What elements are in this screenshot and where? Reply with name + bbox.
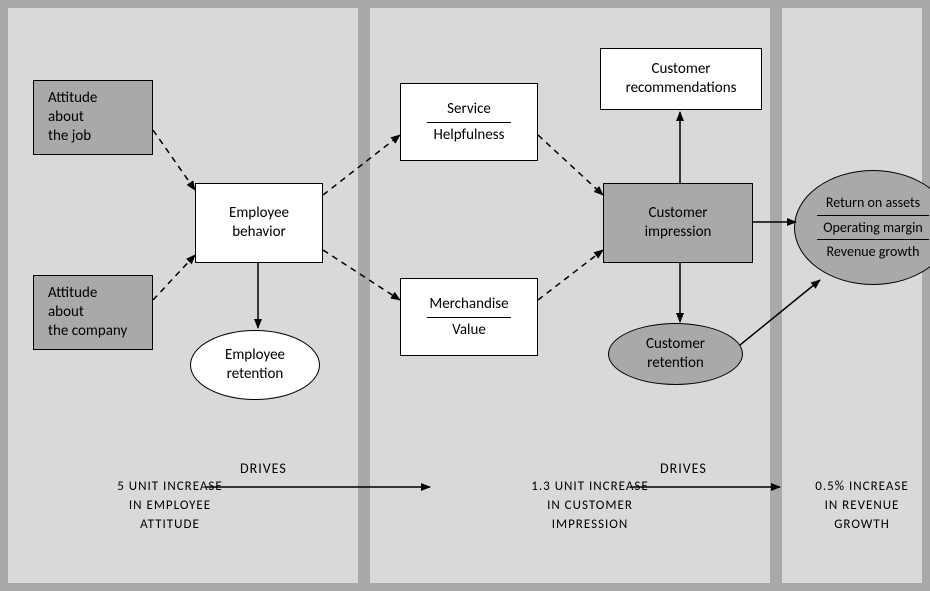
divider (427, 122, 511, 123)
node-service: Service Helpfulness (400, 83, 538, 161)
caption-customer-impression: 1.3 UNIT INCREASEIN CUSTOMERIMPRESSION (490, 478, 690, 535)
drives-label-2: DRIVES (660, 460, 707, 477)
divider (427, 317, 511, 318)
node-label: Customerrecommendations (626, 60, 737, 98)
node-label: Customerimpression (645, 204, 712, 242)
node-customer-impression: Customerimpression (603, 183, 753, 263)
node-merchandise: Merchandise Value (400, 278, 538, 356)
diagram-canvas: Attitudeaboutthe job Attitudeaboutthe co… (0, 0, 930, 591)
node-attitude-job: Attitudeaboutthe job (33, 80, 153, 155)
node-label: Employeeretention (225, 346, 285, 384)
node-customer-recommendations: Customerrecommendations (600, 48, 762, 110)
node-label-bot: Value (452, 321, 486, 340)
node-label-top: Merchandise (429, 295, 508, 314)
node-employee-retention: Employeeretention (190, 330, 320, 400)
drives-label-1: DRIVES (240, 460, 287, 477)
node-label-top: Service (447, 100, 491, 119)
node-label: Attitudeaboutthe company (48, 284, 127, 340)
caption-revenue-growth: 0.5% INCREASEIN REVENUEGROWTH (792, 478, 930, 535)
node-label: Employeebehavior (229, 204, 289, 242)
node-label-1: Return on assets (826, 194, 920, 212)
caption-employee-attitude: 5 UNIT INCREASEIN EMPLOYEEATTITUDE (80, 478, 260, 535)
node-customer-retention: Customerretention (608, 323, 743, 385)
divider (817, 239, 929, 240)
node-employee-behavior: Employeebehavior (195, 183, 323, 263)
node-label: Customerretention (646, 335, 705, 373)
node-label-2: Operating margin (823, 219, 922, 237)
node-attitude-company: Attitudeaboutthe company (33, 275, 153, 350)
node-label: Attitudeaboutthe job (48, 89, 97, 145)
node-label-bot: Helpfulness (434, 126, 505, 145)
node-label-3: Revenue growth (827, 243, 920, 261)
divider (817, 215, 929, 216)
